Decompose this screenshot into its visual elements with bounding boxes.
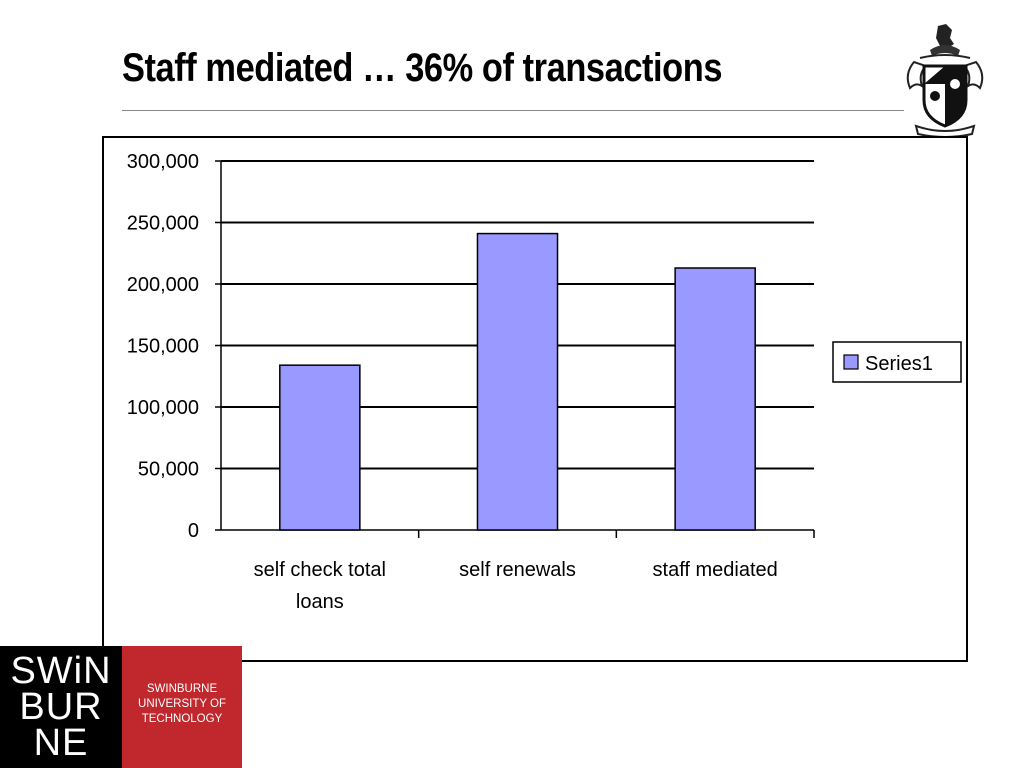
y-tick-label: 150,000 — [127, 336, 199, 358]
y-tick-label: 0 — [188, 520, 199, 542]
swinburne-logo-mark: SWiN BUR NE — [0, 646, 122, 768]
legend-label: Series1 — [865, 353, 933, 375]
x-category-label: staff mediated — [653, 559, 778, 581]
logo-word-line-3: NE — [33, 722, 89, 764]
title-divider — [122, 110, 904, 111]
university-name-line-2: UNIVERSITY OF — [138, 698, 226, 710]
bar-2 — [476, 232, 559, 531]
legend-swatch — [843, 354, 859, 370]
bar-chart: 0 50,000 100,000 150,000 200,000 250,000 300,0… — [127, 151, 962, 613]
y-tick-label: 100,000 — [127, 397, 199, 419]
y-tick-label: 300,000 — [127, 151, 199, 173]
bar-3 — [674, 267, 756, 531]
x-category-label: self renewals — [459, 559, 576, 581]
university-name: SWINBURNE UNIVERSITY OF TECHNOLOGY — [122, 682, 242, 727]
university-name-line-3: TECHNOLOGY — [141, 713, 223, 725]
logo-word-line-1: SWiN — [10, 650, 112, 692]
university-name-block: SWINBURNE UNIVERSITY OF TECHNOLOGY — [122, 646, 242, 768]
legend-box — [832, 341, 962, 383]
logo-word-line-2: BUR — [19, 686, 103, 728]
coat-of-arms-icon — [906, 24, 984, 138]
x-category-label: self check total loans — [254, 559, 386, 613]
slide-title: Staff mediated … 36% of transactions — [122, 46, 723, 90]
y-tick-label: 250,000 — [127, 213, 199, 235]
y-tick-label: 50,000 — [138, 459, 199, 481]
y-tick-label: 200,000 — [127, 274, 199, 296]
chart-area: 0 50,000 100,000 150,000 200,000 250,000 300,0… — [102, 136, 968, 662]
university-name-line-1: SWINBURNE — [146, 683, 218, 695]
bar-1 — [279, 364, 361, 531]
